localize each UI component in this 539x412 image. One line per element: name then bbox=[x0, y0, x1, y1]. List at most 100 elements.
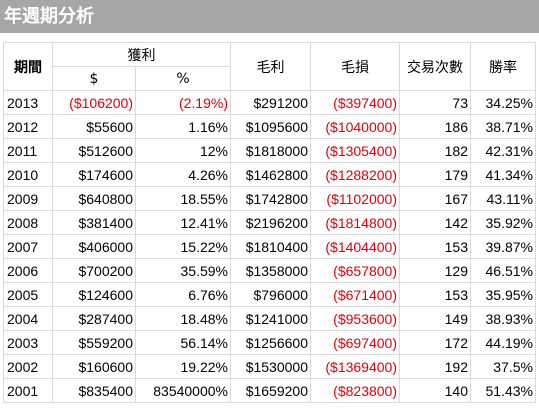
cell-gross-profit: $2196200 bbox=[230, 210, 311, 235]
header-row-top: 期間 獲利 毛利 毛損 交易次數 勝率 bbox=[3, 42, 536, 91]
cell-gross-loss: ($671400) bbox=[310, 282, 400, 307]
cell-gross-profit: $1241000 bbox=[230, 306, 311, 331]
cell-trade-count: 153 bbox=[399, 234, 471, 259]
cell-profit-percent: 4.26% bbox=[135, 162, 231, 187]
cell-gross-profit: $1462800 bbox=[230, 162, 311, 187]
cell-trade-count: 129 bbox=[399, 258, 471, 283]
table-row: 2001 $835400 83540000% $1659200 ($823800) 140… bbox=[3, 378, 536, 403]
cell-year: 2001 bbox=[3, 378, 53, 403]
cell-profit-percent: (2.19%) bbox=[135, 90, 231, 115]
cell-gross-profit: $291200 bbox=[230, 90, 311, 115]
cell-year: 2004 bbox=[3, 306, 53, 331]
cell-profit-percent: 15.22% bbox=[135, 234, 231, 259]
cell-profit-dollar: $124600 bbox=[52, 282, 136, 307]
header-gross-loss: 毛損 bbox=[310, 42, 400, 91]
table-row: 2004 $287400 18.48% $1241000 ($953600) 149 38.… bbox=[3, 306, 536, 331]
cell-win-rate: 41.34% bbox=[470, 162, 536, 187]
cell-gross-loss: ($1288200) bbox=[310, 162, 400, 187]
table-row: 2013 ($106200) (2.19%) $291200 ($397400) 73 34… bbox=[3, 90, 536, 115]
cell-win-rate: 46.51% bbox=[470, 258, 536, 283]
cell-gross-profit: $1530000 bbox=[230, 354, 311, 379]
cell-year: 2007 bbox=[3, 234, 53, 259]
cell-trade-count: 73 bbox=[399, 90, 471, 115]
cell-trade-count: 140 bbox=[399, 378, 471, 403]
cell-trade-count: 192 bbox=[399, 354, 471, 379]
cell-gross-loss: ($1404400) bbox=[310, 234, 400, 259]
cell-gross-loss: ($697400) bbox=[310, 330, 400, 355]
cell-profit-dollar: $174600 bbox=[52, 162, 136, 187]
cell-gross-loss: ($1814800) bbox=[310, 210, 400, 235]
cell-year: 2002 bbox=[3, 354, 53, 379]
cell-profit-dollar: $406000 bbox=[52, 234, 136, 259]
header-gross-profit: 毛利 bbox=[230, 42, 311, 91]
cell-gross-loss: ($657800) bbox=[310, 258, 400, 283]
cell-trade-count: 179 bbox=[399, 162, 471, 187]
page-title: 年週期分析 bbox=[0, 0, 539, 33]
cell-gross-loss: ($823800) bbox=[310, 378, 400, 403]
cell-gross-loss: ($1102000) bbox=[310, 186, 400, 211]
cell-win-rate: 38.71% bbox=[470, 114, 536, 139]
cell-win-rate: 35.92% bbox=[470, 210, 536, 235]
cell-year: 2003 bbox=[3, 330, 53, 355]
cell-win-rate: 37.5% bbox=[470, 354, 536, 379]
cell-profit-percent: 83540000% bbox=[135, 378, 231, 403]
header-period: 期間 bbox=[3, 42, 53, 91]
header-trade-count: 交易次數 bbox=[399, 42, 471, 91]
cell-gross-loss: ($1369400) bbox=[310, 354, 400, 379]
cell-trade-count: 149 bbox=[399, 306, 471, 331]
cell-profit-percent: 6.76% bbox=[135, 282, 231, 307]
header-win-rate: 勝率 bbox=[470, 42, 536, 91]
table-row: 2002 $160600 19.22% $1530000 ($1369400) 192 37… bbox=[3, 354, 536, 379]
cell-gross-profit: $1659200 bbox=[230, 378, 311, 403]
cell-profit-dollar: $835400 bbox=[52, 378, 136, 403]
cell-trade-count: 142 bbox=[399, 210, 471, 235]
cell-gross-loss: ($1305400) bbox=[310, 138, 400, 163]
cell-profit-percent: 19.22% bbox=[135, 354, 231, 379]
annual-analysis-table: 期間 獲利 毛利 毛損 交易次數 勝率 $ % 2013 ($106200) (2.… bbox=[3, 42, 536, 403]
table-header: 期間 獲利 毛利 毛損 交易次數 勝率 $ % bbox=[3, 42, 536, 91]
cell-gross-profit: $1810400 bbox=[230, 234, 311, 259]
table-row: 2009 $640800 18.55% $1742800 ($1102000) 167 43… bbox=[3, 186, 536, 211]
cell-gross-profit: $1256600 bbox=[230, 330, 311, 355]
cell-year: 2010 bbox=[3, 162, 53, 187]
table-row: 2007 $406000 15.22% $1810400 ($1404400) 153 39… bbox=[3, 234, 536, 259]
cell-year: 2008 bbox=[3, 210, 53, 235]
table-row: 2003 $559200 56.14% $1256600 ($697400) 172 44.… bbox=[3, 330, 536, 355]
table-row: 2011 $512600 12% $1818000 ($1305400) 182 42.31… bbox=[3, 138, 536, 163]
cell-gross-loss: ($1040000) bbox=[310, 114, 400, 139]
cell-year: 2006 bbox=[3, 258, 53, 283]
cell-win-rate: 51.43% bbox=[470, 378, 536, 403]
cell-trade-count: 167 bbox=[399, 186, 471, 211]
cell-profit-percent: 18.48% bbox=[135, 306, 231, 331]
table-body: 2013 ($106200) (2.19%) $291200 ($397400) 73 34… bbox=[3, 90, 536, 403]
cell-win-rate: 38.93% bbox=[470, 306, 536, 331]
cell-profit-dollar: $55600 bbox=[52, 114, 136, 139]
cell-profit-percent: 12.41% bbox=[135, 210, 231, 235]
table-row: 2012 $55600 1.16% $1095600 ($1040000) 186 38.7… bbox=[3, 114, 536, 139]
cell-win-rate: 44.19% bbox=[470, 330, 536, 355]
cell-profit-percent: 12% bbox=[135, 138, 231, 163]
cell-profit-dollar: $640800 bbox=[52, 186, 136, 211]
cell-trade-count: 172 bbox=[399, 330, 471, 355]
cell-profit-dollar: $559200 bbox=[52, 330, 136, 355]
cell-gross-loss: ($953600) bbox=[310, 306, 400, 331]
cell-year: 2012 bbox=[3, 114, 53, 139]
cell-profit-dollar: $381400 bbox=[52, 210, 136, 235]
cell-trade-count: 153 bbox=[399, 282, 471, 307]
cell-win-rate: 39.87% bbox=[470, 234, 536, 259]
cell-gross-profit: $1818000 bbox=[230, 138, 311, 163]
cell-year: 2009 bbox=[3, 186, 53, 211]
cell-profit-dollar: ($106200) bbox=[52, 90, 136, 115]
cell-profit-dollar: $700200 bbox=[52, 258, 136, 283]
cell-win-rate: 42.31% bbox=[470, 138, 536, 163]
cell-gross-loss: ($397400) bbox=[310, 90, 400, 115]
cell-gross-profit: $1095600 bbox=[230, 114, 311, 139]
cell-profit-dollar: $512600 bbox=[52, 138, 136, 163]
cell-year: 2013 bbox=[3, 90, 53, 115]
cell-profit-dollar: $287400 bbox=[52, 306, 136, 331]
header-profit-dollar: $ bbox=[52, 66, 136, 91]
cell-profit-percent: 56.14% bbox=[135, 330, 231, 355]
table-row: 2010 $174600 4.26% $1462800 ($1288200) 179 41.… bbox=[3, 162, 536, 187]
table-row: 2005 $124600 6.76% $796000 ($671400) 153 35.95… bbox=[3, 282, 536, 307]
cell-year: 2005 bbox=[3, 282, 53, 307]
